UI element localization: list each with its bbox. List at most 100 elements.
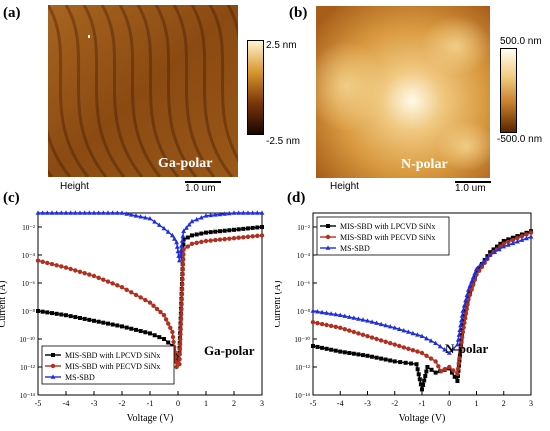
data-point: [181, 257, 186, 262]
data-point: [463, 309, 468, 313]
data-point: [156, 222, 162, 227]
data-point: [40, 210, 46, 215]
data-point: [461, 318, 466, 323]
afm-texture-streak: [48, 128, 72, 177]
data-point: [168, 325, 173, 330]
data-point: [218, 229, 222, 234]
data-point: [365, 318, 370, 323]
x-axis-label: Voltage (V): [127, 413, 174, 424]
data-point: [152, 219, 158, 224]
data-point: [203, 213, 209, 218]
data-point: [474, 266, 479, 271]
data-point: [177, 362, 182, 367]
data-point: [506, 239, 511, 245]
data-point: [477, 262, 483, 268]
data-point: [342, 327, 347, 332]
data-point: [147, 300, 153, 305]
data-point: [119, 285, 125, 290]
data-point: [469, 287, 474, 292]
data-point: [510, 237, 516, 243]
data-point: [163, 317, 169, 322]
data-point: [92, 318, 96, 323]
data-point: [392, 359, 397, 364]
data-point: [124, 287, 129, 292]
data-point: [213, 237, 218, 243]
data-point: [519, 234, 525, 239]
y-tick-label: 10⁻⁴: [297, 252, 311, 260]
data-point: [106, 321, 110, 326]
data-point: [174, 364, 179, 370]
data-point: [401, 345, 407, 350]
data-point: [433, 370, 438, 375]
data-point: [505, 242, 511, 247]
data-point: [180, 282, 185, 287]
data-point: [365, 334, 370, 339]
data-point: [105, 279, 111, 284]
data-point: [178, 322, 184, 327]
data-point: [178, 248, 184, 253]
data-point: [510, 235, 515, 240]
legend-marker: [326, 224, 330, 228]
data-point: [180, 233, 186, 238]
data-point: [35, 210, 41, 215]
y-tick-label: 10⁻⁸: [297, 308, 311, 316]
x-tick-label: -4: [63, 399, 70, 408]
data-point: [455, 337, 461, 342]
data-point: [180, 272, 185, 277]
data-point: [519, 237, 525, 242]
data-point: [383, 339, 388, 344]
data-point: [342, 313, 348, 318]
data-point: [250, 225, 255, 230]
data-point: [338, 325, 343, 330]
data-point: [416, 372, 421, 377]
y-tick-label: 10⁻⁴: [22, 252, 36, 260]
data-point: [148, 331, 152, 336]
data-point: [319, 309, 325, 315]
data-point: [181, 247, 186, 252]
data-point: [315, 344, 320, 349]
data-point: [204, 230, 208, 235]
data-point: [403, 360, 408, 365]
y-axis-label: Current (A): [275, 281, 283, 328]
afm-texture-streak: [136, 5, 180, 177]
data-point: [442, 347, 448, 352]
data-point: [428, 338, 434, 343]
data-point: [194, 232, 199, 237]
data-point: [64, 313, 68, 318]
data-point: [241, 235, 246, 240]
data-point: [524, 235, 529, 241]
y-tick-label: 10⁻¹⁰: [294, 336, 310, 344]
data-point: [142, 215, 148, 220]
data-point: [459, 335, 465, 340]
data-point: [514, 239, 520, 244]
data-point: [110, 281, 115, 286]
x-tick-label: 2: [232, 399, 236, 408]
data-point: [40, 259, 45, 264]
data-point: [324, 322, 329, 328]
data-point: [115, 323, 120, 328]
data-point: [471, 282, 476, 287]
data-point: [419, 333, 425, 338]
afm-height-label-b: Height: [330, 181, 359, 192]
data-point: [180, 277, 185, 282]
data-point: [110, 322, 115, 327]
data-point: [86, 210, 92, 215]
data-point: [189, 241, 195, 246]
x-tick-label: -1: [419, 399, 426, 408]
data-point: [170, 232, 175, 238]
legend-box: [41, 345, 175, 385]
data-point: [181, 228, 186, 233]
data-point: [77, 269, 83, 274]
data-point: [328, 323, 334, 329]
x-axis-label: Voltage (V): [399, 413, 446, 424]
data-point: [151, 303, 156, 308]
colorbar-b: [500, 48, 517, 133]
legend-marker: [50, 374, 56, 379]
data-point: [458, 318, 464, 323]
data-point: [222, 211, 228, 216]
y-tick-label: 10⁻¹²: [20, 364, 35, 372]
data-point: [387, 324, 393, 329]
data-point: [455, 379, 460, 383]
data-point: [208, 230, 213, 235]
data-point: [492, 249, 498, 254]
